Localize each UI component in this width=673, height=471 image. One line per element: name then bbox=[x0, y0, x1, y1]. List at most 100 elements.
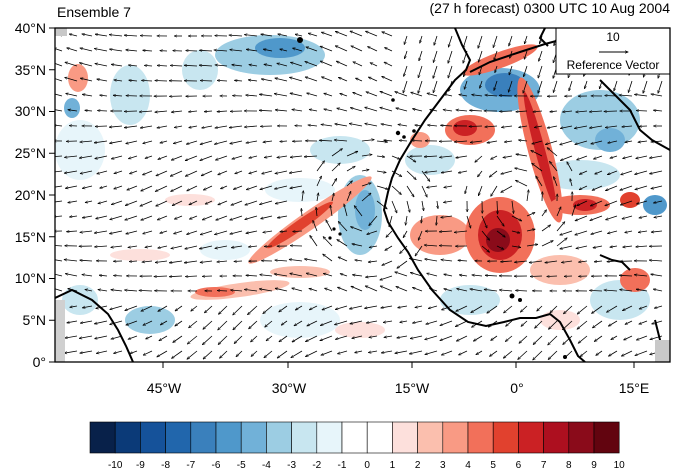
wind-vector bbox=[437, 200, 438, 209]
wind-vector bbox=[560, 245, 573, 249]
wind-vector bbox=[188, 111, 198, 112]
wind-vector bbox=[639, 305, 648, 309]
colorbar-box bbox=[392, 421, 418, 454]
wind-vector bbox=[334, 140, 348, 141]
wind-vector bbox=[421, 200, 424, 211]
wind-vector bbox=[94, 49, 108, 52]
wind-vector bbox=[350, 108, 363, 112]
wind-vector bbox=[614, 80, 618, 91]
wind-vector bbox=[650, 335, 663, 340]
wind-vector bbox=[351, 46, 363, 52]
wind-vector bbox=[64, 350, 78, 353]
missing-data-corner bbox=[655, 340, 670, 362]
wind-vector bbox=[55, 155, 63, 157]
wind-vector bbox=[264, 350, 273, 358]
wind-vector bbox=[308, 33, 318, 37]
wind-vector bbox=[354, 206, 363, 217]
wind-vector bbox=[577, 320, 588, 329]
wind-vector bbox=[622, 215, 633, 219]
wind-vector bbox=[186, 140, 198, 144]
wind-vector bbox=[500, 111, 513, 112]
wind-vector bbox=[481, 245, 490, 252]
wind-vector bbox=[484, 289, 498, 292]
wind-vector bbox=[231, 200, 243, 205]
wind-vector bbox=[571, 205, 576, 217]
wind-vector bbox=[292, 335, 303, 342]
wind-vector bbox=[574, 125, 588, 128]
wind-vector bbox=[575, 215, 588, 222]
wind-vector bbox=[421, 215, 422, 223]
wind-vector bbox=[515, 168, 528, 172]
wind-vector bbox=[312, 220, 318, 232]
wind-vector bbox=[594, 335, 603, 342]
wind-vector bbox=[230, 215, 243, 220]
wind-vector bbox=[110, 215, 123, 220]
wind-vector bbox=[125, 215, 138, 220]
wind-vector bbox=[351, 286, 363, 292]
wind-vector bbox=[263, 231, 273, 233]
wind-vector bbox=[187, 335, 198, 344]
wind-vector bbox=[64, 170, 78, 173]
wind-vector bbox=[170, 65, 183, 66]
wind-vector bbox=[623, 305, 633, 311]
wind-vector bbox=[454, 230, 468, 232]
wind-vector bbox=[99, 275, 108, 276]
wind-vector bbox=[458, 170, 468, 173]
wind-vector bbox=[624, 335, 633, 340]
reference-vector-value: 10 bbox=[606, 30, 620, 44]
wind-vector bbox=[653, 110, 663, 111]
wind-vector bbox=[215, 65, 228, 66]
wind-vector bbox=[143, 350, 153, 355]
wind-vector bbox=[547, 125, 558, 128]
wind-vector bbox=[415, 245, 423, 256]
wind-vector bbox=[305, 77, 318, 82]
wind-vector bbox=[277, 155, 288, 158]
wind-vector bbox=[606, 215, 618, 220]
wind-vector bbox=[456, 155, 468, 158]
wind-vector bbox=[639, 215, 648, 218]
colorbar-box bbox=[417, 421, 444, 454]
wind-vector bbox=[80, 141, 93, 142]
wind-vector bbox=[499, 290, 513, 291]
wind-vector bbox=[518, 350, 528, 360]
wind-vector bbox=[244, 289, 258, 292]
wind-vector bbox=[292, 288, 303, 292]
wind-vector bbox=[96, 305, 108, 309]
wind-vector bbox=[398, 305, 408, 308]
wind-vector bbox=[534, 126, 543, 128]
wind-vector bbox=[440, 320, 453, 326]
wind-vector bbox=[233, 185, 243, 190]
wind-vector bbox=[218, 305, 228, 314]
wind-vector bbox=[465, 185, 468, 194]
wind-vector bbox=[331, 179, 337, 187]
wind-vector bbox=[249, 65, 258, 66]
wind-vector bbox=[361, 193, 371, 202]
wind-vector bbox=[577, 200, 588, 206]
wind-vector bbox=[575, 140, 588, 145]
wind-vector bbox=[157, 350, 168, 357]
wind-vector bbox=[139, 111, 153, 112]
wind-vector bbox=[444, 289, 453, 292]
wind-vector bbox=[308, 125, 318, 126]
wind-vector bbox=[124, 35, 138, 36]
wind-vector bbox=[385, 245, 393, 250]
wind-vector bbox=[202, 335, 213, 345]
wind-vector bbox=[410, 335, 423, 339]
wind-vector bbox=[346, 166, 355, 172]
wind-vector bbox=[82, 94, 93, 97]
wind-vector bbox=[279, 335, 288, 342]
wind-vector bbox=[323, 254, 333, 262]
wind-vector bbox=[526, 244, 538, 247]
wind-vector bbox=[368, 261, 378, 262]
wind-vector bbox=[620, 185, 633, 190]
wind-vector bbox=[545, 140, 558, 145]
wind-vector bbox=[124, 125, 138, 128]
wind-vector bbox=[516, 154, 528, 157]
wind-vector bbox=[65, 77, 78, 82]
colorbar-box bbox=[543, 421, 570, 454]
wind-vector bbox=[290, 77, 303, 82]
wind-vector bbox=[419, 50, 423, 61]
wind-vector bbox=[444, 186, 453, 188]
wind-vector bbox=[441, 170, 453, 173]
wind-vector bbox=[324, 109, 333, 112]
